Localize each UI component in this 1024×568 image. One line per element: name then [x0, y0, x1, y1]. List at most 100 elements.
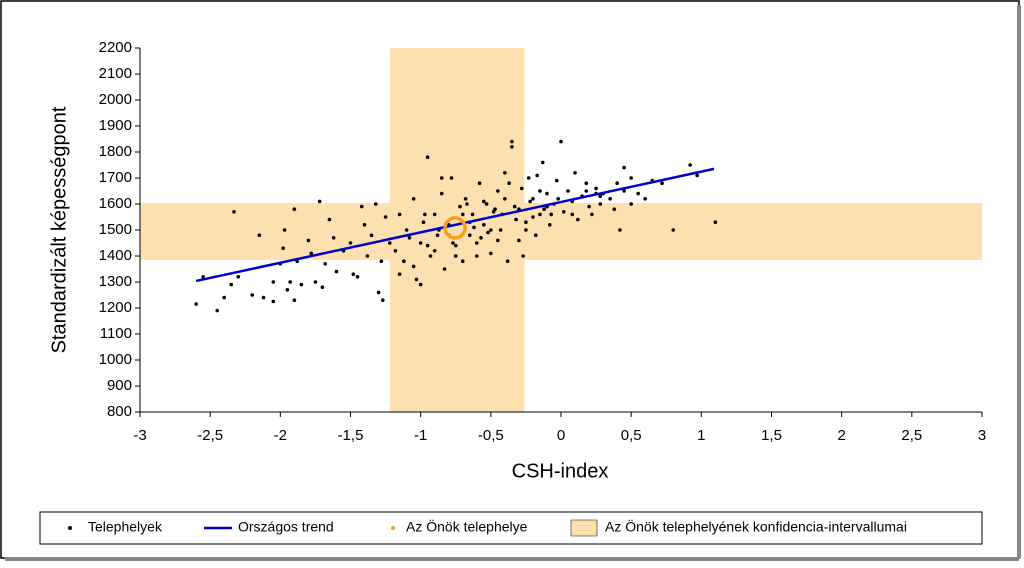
x-tick-label: 3: [978, 427, 986, 444]
point: [526, 176, 531, 180]
y-tick-label: 1000: [99, 351, 132, 368]
point: [463, 197, 468, 201]
point: [531, 197, 535, 201]
point: [512, 204, 517, 209]
point: [411, 264, 416, 269]
point: [250, 293, 255, 297]
point: [414, 277, 419, 282]
point: [365, 254, 370, 258]
point: [535, 173, 539, 178]
point: [503, 171, 507, 175]
point: [556, 197, 560, 201]
point: [451, 241, 455, 245]
point: [467, 233, 472, 237]
x-tick-label: 0,5: [621, 427, 642, 444]
point: [285, 288, 290, 292]
legend-label: Országos trend: [238, 519, 334, 535]
point: [299, 282, 304, 287]
point: [439, 176, 444, 180]
point: [713, 220, 718, 224]
point: [439, 191, 444, 196]
point: [453, 243, 458, 248]
point: [460, 212, 465, 217]
point: [373, 202, 378, 206]
point: [517, 238, 521, 243]
point: [475, 241, 479, 245]
x-tick-label: 0: [557, 427, 565, 444]
point: [229, 282, 234, 287]
point: [590, 212, 594, 217]
point: [549, 212, 553, 217]
point: [531, 215, 535, 219]
x-tick-label: -0,5: [478, 427, 504, 444]
point: [498, 228, 503, 232]
y-tick-label: 1700: [99, 169, 132, 186]
point: [524, 228, 528, 232]
point: [453, 254, 458, 258]
point: [379, 259, 384, 264]
point: [402, 259, 406, 264]
point: [618, 228, 622, 232]
point: [629, 176, 633, 180]
x-tick-label: -3: [133, 427, 146, 444]
y-tick-label: 1400: [99, 247, 132, 264]
point: [313, 280, 318, 284]
y-tick-label: 900: [107, 377, 132, 394]
point: [510, 139, 514, 144]
point: [612, 207, 617, 211]
point: [232, 210, 236, 214]
point: [331, 236, 336, 240]
point: [505, 259, 510, 264]
y-axis-label: Standardizált képességpont: [48, 106, 70, 353]
point: [486, 230, 490, 235]
y-tick-label: 2200: [99, 39, 132, 56]
point: [545, 191, 549, 196]
x-axis-label: CSH-index: [512, 460, 609, 482]
point: [317, 199, 322, 204]
legend-symbol: [68, 526, 72, 530]
point: [542, 207, 546, 211]
point: [309, 251, 314, 256]
point: [484, 202, 489, 206]
trend-line: [195, 167, 715, 283]
point: [261, 295, 266, 300]
x-tick-label: 1: [697, 427, 705, 444]
point: [201, 275, 205, 279]
point: [407, 236, 412, 240]
legend: [39, 511, 983, 545]
y-tick-label: 1300: [99, 273, 132, 290]
x-tick-label: -1,5: [338, 427, 364, 444]
y-tick-label: 1600: [99, 195, 132, 212]
legend-label: Az Önök telephelyének konfidencia-interv…: [605, 518, 907, 535]
point: [465, 202, 469, 206]
point: [423, 212, 427, 217]
point: [608, 197, 612, 201]
point: [428, 254, 433, 258]
legend-symbol: [391, 526, 395, 530]
point: [334, 269, 339, 274]
point: [425, 155, 430, 159]
y-tick-label: 800: [107, 403, 132, 420]
point: [393, 249, 398, 253]
point: [629, 202, 633, 206]
point: [306, 238, 311, 243]
point: [594, 186, 598, 191]
point: [236, 275, 241, 279]
point: [359, 204, 364, 209]
y-tick-label: 2100: [99, 65, 132, 82]
point: [281, 246, 285, 250]
point: [598, 194, 603, 198]
point: [404, 228, 409, 232]
y-tick-label: 1200: [99, 299, 132, 316]
own-site: [443, 216, 467, 240]
point: [587, 204, 591, 209]
point: [355, 275, 360, 279]
point: [562, 210, 566, 214]
legend-label: Telephelyek: [88, 519, 163, 535]
legend-label: Az Önök telephelye: [406, 518, 528, 535]
point: [496, 238, 500, 243]
point: [418, 282, 423, 287]
point: [538, 189, 542, 193]
point: [418, 241, 423, 245]
point: [573, 171, 577, 175]
